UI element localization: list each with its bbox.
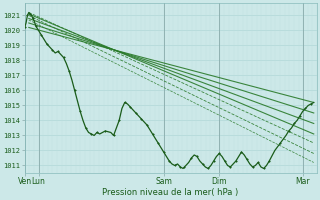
X-axis label: Pression niveau de la mer( hPa ): Pression niveau de la mer( hPa ) (102, 188, 239, 197)
